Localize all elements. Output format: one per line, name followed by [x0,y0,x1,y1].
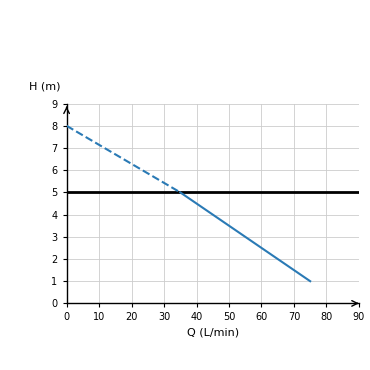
X-axis label: Q (L/min): Q (L/min) [187,328,239,338]
Text: H (m): H (m) [28,82,60,92]
